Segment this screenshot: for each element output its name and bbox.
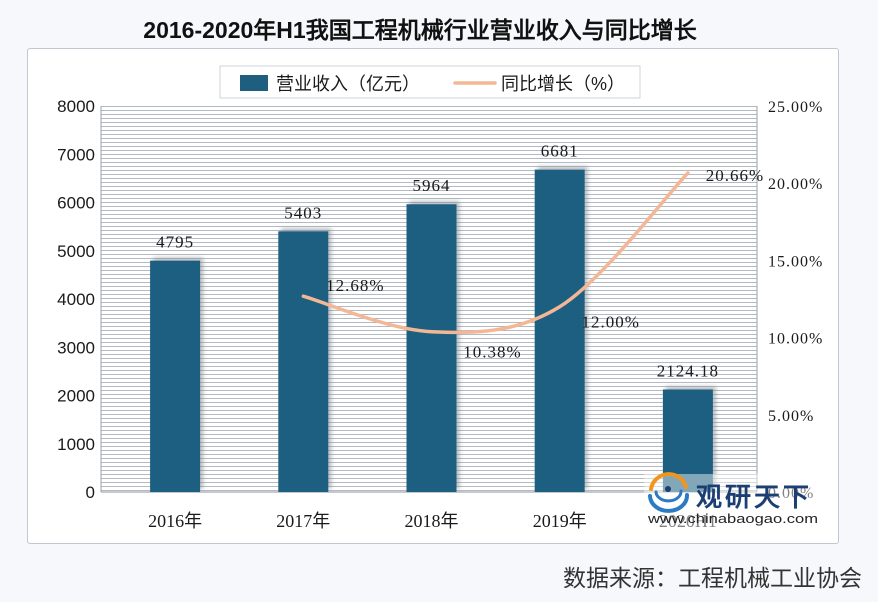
y-axis-left-ticks: 0 1000 2000 3000 4000 5000 6000 7000 8000 [57, 97, 95, 502]
x-axis-ticks: 2016年 2017年 2018年 2019年 2020H1 [148, 511, 717, 531]
data-source-note: 数据来源：工程机械工业协会 [563, 565, 862, 591]
growth-rate-label-5: 20.66% [706, 166, 764, 185]
growth-rate-line [301, 171, 690, 335]
y-tick-label-6: 6000 [57, 194, 95, 213]
x-tick-label-1: 2016年 [148, 511, 202, 531]
y2-tick-label-4: 20.00% [768, 176, 823, 193]
x-tick-label-4: 2019年 [533, 511, 587, 531]
y-tick-label-8: 8000 [57, 97, 95, 116]
watermark-brand: 观研天下 [696, 482, 812, 512]
y2-tick-label-1: 5.00% [768, 408, 814, 425]
revenue-bar-2 [278, 231, 329, 493]
x-tick-label-5: 2020H1 [659, 511, 717, 531]
revenue-bar-labels: 4795 5403 5964 6681 2124.18 [156, 142, 719, 381]
watermark-logo-icon [648, 472, 690, 513]
legend-box [219, 65, 641, 99]
revenue-bars [150, 169, 713, 493]
watermark: 观研天下 www.chinabaogao.com [644, 472, 822, 528]
legend: 营业收入（亿元） 同比增长（%） [219, 65, 641, 99]
y2-tick-label-3: 15.00% [768, 253, 823, 270]
growth-rate-label-2: 12.68% [326, 276, 384, 295]
x-tick-label-3: 2018年 [405, 511, 459, 531]
y2-tick-label-5: 25.00% [768, 99, 823, 116]
watermark-url: www.chinabaogao.com [647, 511, 818, 526]
y-tick-label-7: 7000 [57, 145, 95, 164]
revenue-bar-1 [150, 260, 201, 492]
y-axis-right-ticks: 0.00% 5.00% 10.00% 15.00% 20.00% 25.00% [768, 99, 823, 502]
y2-tick-label-0: 0.00% [768, 485, 814, 502]
y-tick-label-1: 1000 [57, 435, 95, 454]
y2-tick-label-2: 10.00% [768, 331, 823, 348]
revenue-bar-3 [406, 204, 457, 492]
y-tick-label-3: 3000 [57, 338, 95, 357]
x-tick-label-2: 2017年 [276, 511, 330, 531]
y-tick-label-4: 4000 [57, 290, 95, 309]
revenue-bar-label-4: 6681 [541, 142, 579, 161]
revenue-bar-label-3: 5964 [413, 176, 451, 195]
growth-rate-labels: 12.68% 10.38% 12.00% 20.66% [326, 166, 764, 362]
revenue-bar-label-1: 4795 [156, 233, 194, 252]
y-tick-label-5: 5000 [57, 242, 95, 261]
growth-rate-label-3: 10.38% [463, 343, 521, 362]
legend-revenue-swatch [240, 75, 268, 91]
legend-growth-label: 同比增长（%） [501, 74, 625, 94]
y-tick-label-2: 2000 [57, 387, 95, 406]
legend-revenue-label: 营业收入（亿元） [276, 74, 420, 94]
chart-title: 2016-2020年H1我国工程机械行业营业收入与同比增长 [143, 17, 697, 43]
revenue-bar-label-2: 5403 [284, 203, 322, 222]
revenue-bar-label-5: 2124.18 [657, 362, 719, 381]
growth-rate-label-4: 12.00% [581, 313, 639, 332]
y-tick-label-0: 0 [86, 483, 95, 502]
revenue-bar-4 [534, 169, 585, 492]
